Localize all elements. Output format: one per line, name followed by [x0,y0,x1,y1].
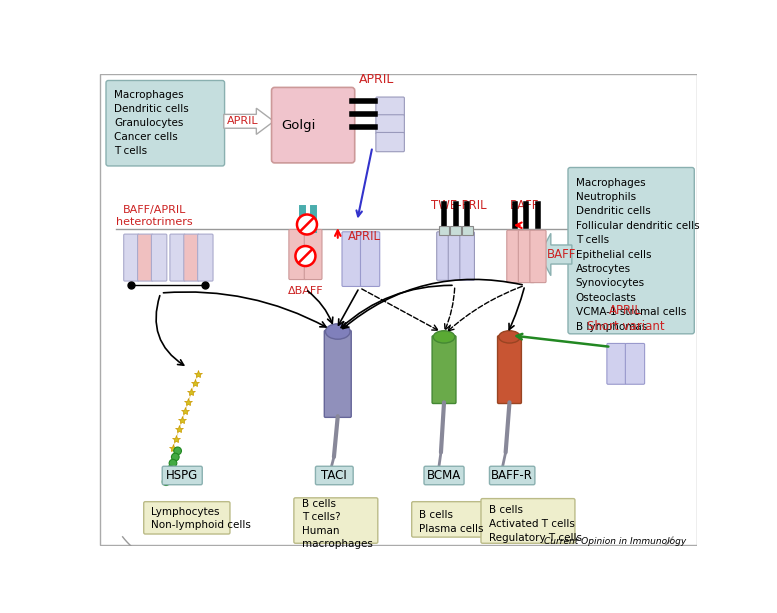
FancyBboxPatch shape [460,232,475,280]
Text: Macrophages
Neutrophils
Dendritic cells
Follicular dendritic cells
T cells
Epith: Macrophages Neutrophils Dendritic cells … [576,178,699,332]
FancyBboxPatch shape [324,330,351,417]
Text: APRIL: APRIL [358,73,394,86]
Circle shape [297,215,317,235]
FancyBboxPatch shape [184,234,199,281]
Text: APRIL: APRIL [348,230,382,243]
FancyBboxPatch shape [305,229,322,280]
Circle shape [295,246,315,266]
FancyBboxPatch shape [138,234,153,281]
FancyBboxPatch shape [271,88,355,163]
FancyBboxPatch shape [124,234,139,281]
Bar [439,226,449,235]
FancyBboxPatch shape [144,501,230,534]
Text: B cells
Activated T cells
Regulatory T cells: B cells Activated T cells Regulatory T c… [489,505,582,543]
FancyBboxPatch shape [294,498,378,543]
FancyBboxPatch shape [361,232,380,286]
Bar [462,226,472,235]
Circle shape [169,459,177,467]
Text: APRIL
Short variant: APRIL Short variant [587,304,664,333]
FancyBboxPatch shape [432,336,456,403]
Text: BAFF: BAFF [510,199,539,213]
FancyBboxPatch shape [315,466,354,485]
FancyBboxPatch shape [530,230,546,283]
FancyBboxPatch shape [106,80,225,166]
Text: B cells
T cells?
Human
macrophages: B cells T cells? Human macrophages [301,498,372,549]
Ellipse shape [326,324,350,339]
Circle shape [162,478,170,485]
FancyBboxPatch shape [424,466,464,485]
Text: HSPG: HSPG [166,469,198,482]
Polygon shape [224,109,274,134]
FancyBboxPatch shape [437,232,451,280]
FancyBboxPatch shape [568,167,695,334]
Circle shape [174,447,182,455]
Text: ΔBAFF: ΔBAFF [287,286,323,295]
Text: TWE-PRIL: TWE-PRIL [430,199,486,213]
FancyBboxPatch shape [376,132,404,151]
FancyBboxPatch shape [342,232,361,286]
Text: Lymphocytes
Non-lymphoid cells: Lymphocytes Non-lymphoid cells [152,507,251,530]
Text: BAFF: BAFF [547,248,577,261]
FancyBboxPatch shape [376,115,404,134]
FancyBboxPatch shape [376,97,404,116]
Polygon shape [539,234,572,276]
Text: BCMA: BCMA [427,469,462,482]
Text: BAFF/APRIL
heterotrimers: BAFF/APRIL heterotrimers [117,205,193,227]
Circle shape [167,465,175,473]
FancyBboxPatch shape [152,234,167,281]
FancyBboxPatch shape [490,466,535,485]
FancyBboxPatch shape [197,234,213,281]
Text: Macrophages
Dendritic cells
Granulocytes
Cancer cells
T cells: Macrophages Dendritic cells Granulocytes… [114,90,190,156]
Text: TACI: TACI [322,469,347,482]
Text: Golgi: Golgi [280,119,315,132]
Ellipse shape [499,331,521,343]
FancyBboxPatch shape [162,466,202,485]
Ellipse shape [434,331,455,343]
Text: BAFF-R: BAFF-R [491,469,533,482]
FancyBboxPatch shape [481,498,575,543]
Text: APRIL: APRIL [227,116,258,126]
FancyBboxPatch shape [170,234,185,281]
Text: B cells
Plasma cells: B cells Plasma cells [420,510,484,533]
Circle shape [172,453,179,461]
FancyBboxPatch shape [289,229,307,280]
Circle shape [165,471,172,479]
FancyBboxPatch shape [625,343,645,384]
FancyBboxPatch shape [448,232,463,280]
FancyBboxPatch shape [518,230,535,283]
Bar [450,226,461,235]
FancyBboxPatch shape [497,336,521,403]
FancyBboxPatch shape [507,230,523,283]
FancyBboxPatch shape [412,501,486,537]
Text: Current Opinion in Immunology: Current Opinion in Immunology [544,537,686,546]
FancyBboxPatch shape [607,343,626,384]
